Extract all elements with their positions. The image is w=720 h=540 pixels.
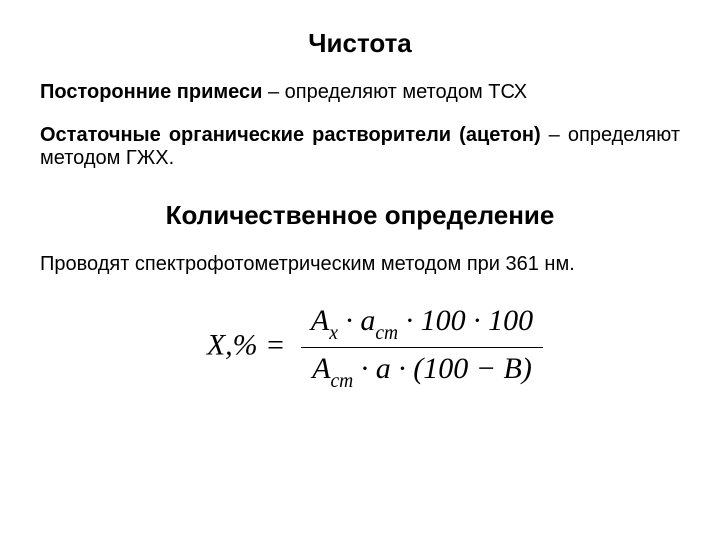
num-dot1: ·	[338, 304, 361, 337]
den-A-sub: ст	[331, 371, 354, 392]
formula-fraction: Ax · aст · 100 · 100 Aст · a · (100 − B)	[301, 304, 543, 391]
heading-quantitative: Количественное определение	[40, 200, 680, 231]
paragraph-method: Проводят спектрофотометрическим методом …	[40, 253, 680, 276]
den-dot1: ·	[353, 352, 376, 385]
text-solvents-bold: Остаточные органические растворители (ац…	[40, 124, 541, 146]
num-a-sub: ст	[375, 323, 398, 344]
text-impurities-rest: – определяют методом ТСХ	[262, 81, 527, 103]
num-dot2: ·	[398, 304, 421, 337]
num-100a: 100	[421, 304, 466, 337]
paragraph-impurities: Посторонние примеси – определяют методом…	[40, 81, 680, 104]
num-100b: 100	[488, 304, 533, 337]
formula-display: X,% = Ax · aст · 100 · 100 Aст · a · (10…	[40, 304, 680, 391]
num-dot3: ·	[466, 304, 489, 337]
paragraph-solvents: Остаточные органические растворители (ац…	[40, 124, 680, 170]
heading-purity: Чистота	[40, 28, 680, 59]
text-impurities-bold: Посторонние примеси	[40, 81, 262, 103]
den-a: a	[376, 352, 391, 385]
formula-denominator: Aст · a · (100 − B)	[301, 348, 543, 391]
den-paren: (100 − B)	[413, 352, 532, 385]
den-dot2: ·	[391, 352, 414, 385]
formula-lhs: X,% =	[207, 328, 286, 361]
num-A: A	[311, 304, 329, 337]
num-A-sub: x	[329, 323, 338, 344]
den-A: A	[312, 352, 330, 385]
num-a: a	[360, 304, 375, 337]
formula-numerator: Ax · aст · 100 · 100	[301, 304, 543, 348]
